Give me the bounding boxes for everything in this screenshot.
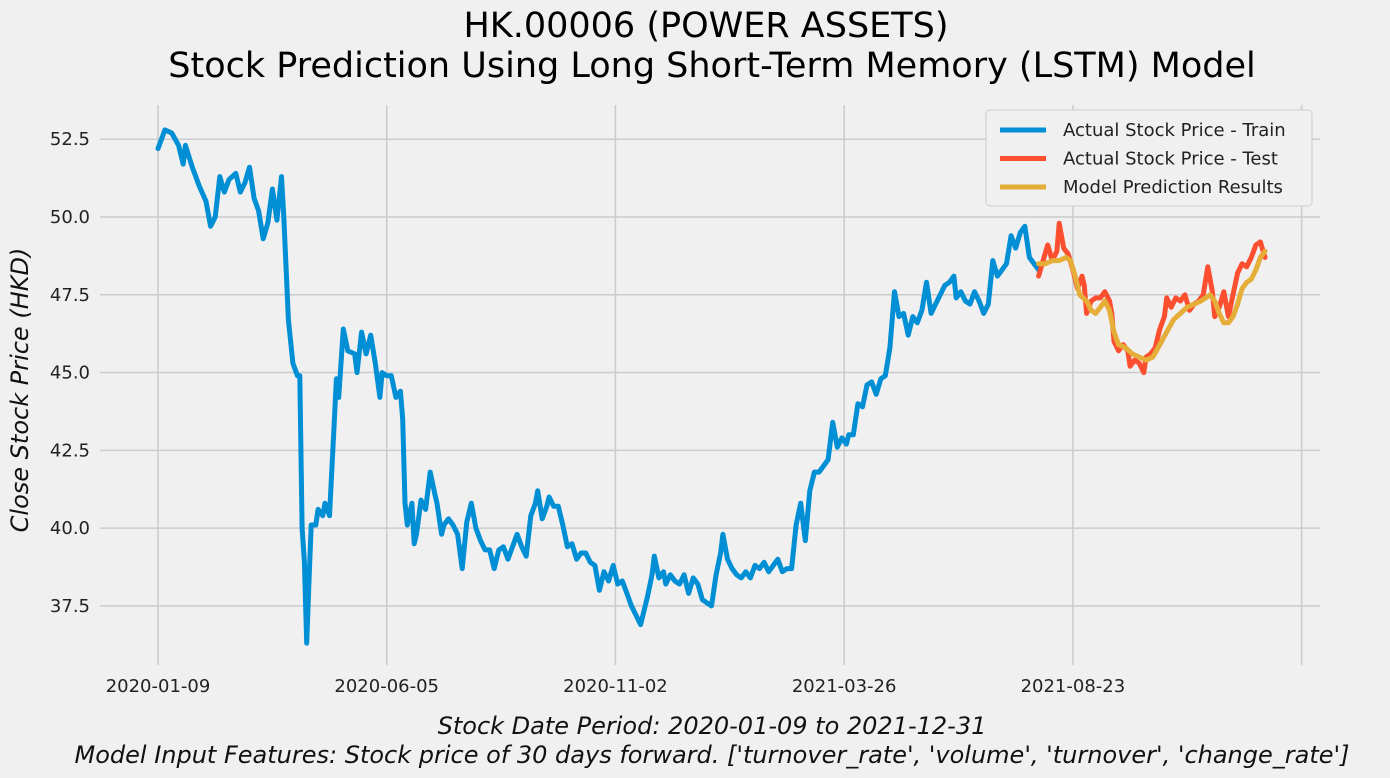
series-line-train <box>155 127 1042 646</box>
y-tick-label: 50.0 <box>50 207 90 228</box>
legend: Actual Stock Price - Train Actual Stock P… <box>985 109 1313 207</box>
tick-labels: 2020-01-09 2020-06-05 2020-11-02 2021-03-26… <box>50 129 1125 697</box>
x-axis-label-line1: Stock Date Period: 2020-01-09 to 2021-12… <box>438 712 987 740</box>
x-tick-label: 2020-01-09 <box>106 676 211 697</box>
series-lines <box>155 127 1268 646</box>
y-tick-label: 40.0 <box>50 518 90 539</box>
legend-label-prediction: Model Prediction Results <box>1063 177 1283 198</box>
x-tick-label: 2020-11-02 <box>563 676 668 697</box>
y-axis-label: Close Stock Price (HKD) <box>6 248 34 533</box>
y-tick-label: 52.5 <box>50 129 90 150</box>
x-axis-label-line2: Model Input Features: Stock price of 30 … <box>75 741 1350 769</box>
y-tick-label: 42.5 <box>50 440 90 461</box>
legend-label-train: Actual Stock Price - Train <box>1063 120 1286 141</box>
x-tick-label: 2021-03-26 <box>792 676 897 697</box>
series-line-prediction <box>1036 248 1268 363</box>
legend-box <box>985 109 1313 207</box>
chart-subtitle: Stock Prediction Using Long Short-Term M… <box>168 46 1256 86</box>
chart-title: HK.00006 (POWER ASSETS) <box>463 6 948 46</box>
y-tick-label: 45.0 <box>50 363 90 384</box>
y-tick-label: 47.5 <box>50 285 90 306</box>
x-tick-label: 2021-08-23 <box>1021 676 1126 697</box>
y-tick-label: 37.5 <box>50 596 90 617</box>
x-tick-label: 2020-06-05 <box>334 676 439 697</box>
legend-label-test: Actual Stock Price - Test <box>1063 149 1278 170</box>
